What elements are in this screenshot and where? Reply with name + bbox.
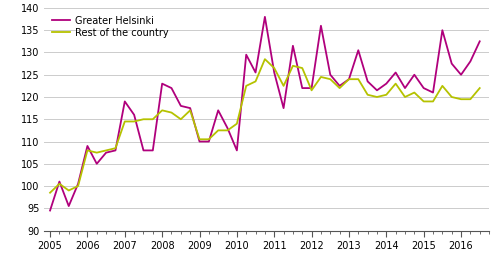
Greater Helsinki: [383, 82, 389, 85]
Rest of the country: [66, 189, 72, 192]
Greater Helsinki: [113, 149, 119, 152]
Rest of the country: [178, 118, 184, 121]
Greater Helsinki: [402, 86, 408, 90]
Greater Helsinki: [271, 71, 277, 74]
Rest of the country: [412, 91, 417, 94]
Rest of the country: [168, 111, 174, 114]
Greater Helsinki: [140, 149, 146, 152]
Rest of the country: [355, 78, 361, 81]
Rest of the country: [458, 98, 464, 101]
Greater Helsinki: [365, 80, 370, 83]
Greater Helsinki: [328, 73, 333, 76]
Greater Helsinki: [56, 180, 62, 183]
Greater Helsinki: [94, 162, 100, 165]
Greater Helsinki: [150, 149, 156, 152]
Greater Helsinki: [449, 62, 454, 65]
Greater Helsinki: [103, 151, 109, 154]
Rest of the country: [467, 98, 473, 101]
Rest of the country: [318, 75, 324, 78]
Rest of the country: [477, 86, 483, 90]
Greater Helsinki: [122, 100, 128, 103]
Rest of the country: [122, 120, 128, 123]
Greater Helsinki: [243, 53, 249, 56]
Rest of the country: [328, 78, 333, 81]
Rest of the country: [56, 182, 62, 186]
Rest of the country: [252, 80, 258, 83]
Greater Helsinki: [346, 78, 352, 81]
Greater Helsinki: [355, 49, 361, 52]
Rest of the country: [290, 64, 296, 67]
Rest of the country: [346, 78, 352, 81]
Rest of the country: [430, 100, 436, 103]
Rest of the country: [215, 129, 221, 132]
Rest of the country: [262, 58, 268, 61]
Rest of the country: [225, 129, 231, 132]
Greater Helsinki: [234, 149, 240, 152]
Rest of the country: [281, 84, 287, 87]
Greater Helsinki: [84, 144, 90, 148]
Greater Helsinki: [75, 182, 81, 186]
Rest of the country: [140, 118, 146, 121]
Greater Helsinki: [262, 15, 268, 19]
Greater Helsinki: [178, 104, 184, 108]
Rest of the country: [94, 151, 100, 154]
Greater Helsinki: [252, 71, 258, 74]
Greater Helsinki: [187, 107, 193, 110]
Greater Helsinki: [374, 89, 380, 92]
Rest of the country: [47, 191, 53, 194]
Greater Helsinki: [309, 86, 315, 90]
Greater Helsinki: [430, 91, 436, 94]
Rest of the country: [103, 149, 109, 152]
Rest of the country: [206, 138, 212, 141]
Greater Helsinki: [159, 82, 165, 85]
Greater Helsinki: [47, 209, 53, 212]
Greater Helsinki: [225, 127, 231, 130]
Greater Helsinki: [290, 44, 296, 47]
Rest of the country: [421, 100, 427, 103]
Greater Helsinki: [66, 205, 72, 208]
Rest of the country: [150, 118, 156, 121]
Greater Helsinki: [318, 24, 324, 27]
Greater Helsinki: [299, 86, 305, 90]
Rest of the country: [84, 149, 90, 152]
Rest of the country: [402, 95, 408, 99]
Greater Helsinki: [467, 60, 473, 63]
Greater Helsinki: [421, 86, 427, 90]
Rest of the country: [234, 122, 240, 125]
Line: Greater Helsinki: Greater Helsinki: [50, 17, 480, 210]
Rest of the country: [187, 109, 193, 112]
Rest of the country: [197, 138, 203, 141]
Rest of the country: [159, 109, 165, 112]
Greater Helsinki: [336, 84, 342, 87]
Rest of the country: [439, 84, 445, 87]
Rest of the country: [365, 93, 370, 96]
Rest of the country: [75, 184, 81, 188]
Greater Helsinki: [206, 140, 212, 143]
Rest of the country: [271, 67, 277, 70]
Rest of the country: [309, 89, 315, 92]
Rest of the country: [383, 93, 389, 96]
Greater Helsinki: [458, 73, 464, 76]
Greater Helsinki: [439, 29, 445, 32]
Greater Helsinki: [197, 140, 203, 143]
Rest of the country: [374, 95, 380, 99]
Rest of the country: [449, 95, 454, 99]
Rest of the country: [336, 86, 342, 90]
Greater Helsinki: [215, 109, 221, 112]
Greater Helsinki: [131, 113, 137, 116]
Line: Rest of the country: Rest of the country: [50, 59, 480, 193]
Rest of the country: [243, 84, 249, 87]
Greater Helsinki: [393, 71, 399, 74]
Greater Helsinki: [281, 107, 287, 110]
Legend: Greater Helsinki, Rest of the country: Greater Helsinki, Rest of the country: [49, 13, 171, 41]
Rest of the country: [393, 82, 399, 85]
Rest of the country: [299, 67, 305, 70]
Greater Helsinki: [477, 40, 483, 43]
Rest of the country: [131, 120, 137, 123]
Rest of the country: [113, 147, 119, 150]
Greater Helsinki: [168, 86, 174, 90]
Greater Helsinki: [412, 73, 417, 76]
